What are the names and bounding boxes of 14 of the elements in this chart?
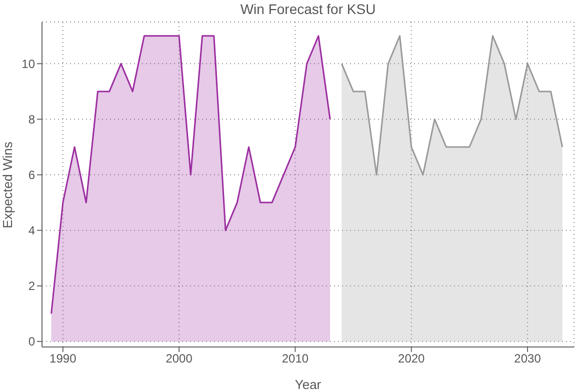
- x-tick-label: 2010: [282, 352, 309, 366]
- y-axis-title: Expected Wins: [0, 141, 15, 228]
- y-tick-label: 2: [28, 279, 36, 294]
- y-tick-label: 8: [28, 112, 36, 126]
- y-tick-label: 6: [28, 168, 36, 182]
- x-axis-title: Year: [294, 377, 322, 391]
- y-tick-label: 0: [28, 334, 36, 349]
- x-tick-label: 2020: [398, 352, 426, 366]
- x-tick-label: 1990: [50, 352, 77, 366]
- x-tick-label: 2000: [166, 352, 193, 366]
- y-tick-label: 10: [22, 56, 36, 71]
- y-tick-label: 4: [28, 224, 36, 238]
- x-tick-label: 2030: [514, 352, 542, 366]
- chart-title: Win Forecast for KSU: [240, 1, 376, 17]
